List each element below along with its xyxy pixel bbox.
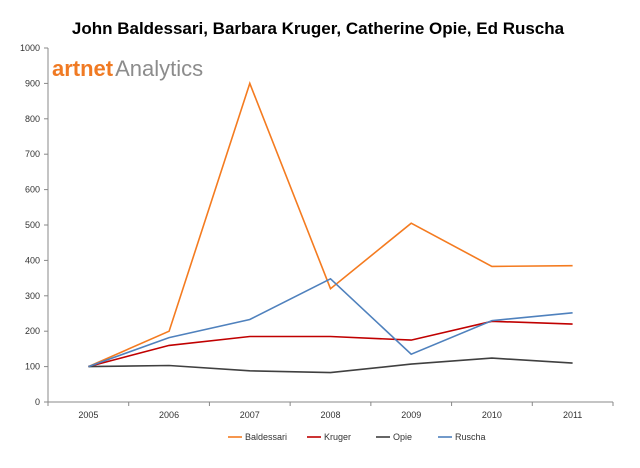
y-tick-label: 1000	[20, 43, 40, 53]
legend-label: Ruscha	[455, 432, 486, 442]
x-tick-label: 2008	[320, 410, 340, 420]
series-line-baldessari	[88, 81, 573, 368]
series-line-ruscha	[88, 277, 573, 368]
x-tick-label: 2011	[563, 410, 582, 420]
x-tick-label: 2006	[159, 410, 179, 420]
legend-label: Kruger	[324, 432, 351, 442]
y-tick-label: 0	[35, 397, 40, 407]
svg-text:artnetAnalytics: artnetAnalytics	[52, 56, 203, 81]
legend-label: Baldessari	[245, 432, 287, 442]
y-tick-label: 400	[25, 255, 40, 265]
legend: Baldessari Kruger Opie Ruscha	[228, 432, 486, 442]
x-tick-label: 2009	[401, 410, 421, 420]
logo-brand-text: artnet	[52, 56, 114, 81]
x-tick-label: 2010	[482, 410, 502, 420]
y-tick-label: 700	[25, 149, 40, 159]
y-tick-label: 200	[25, 326, 40, 336]
x-axis: 2005 2006 2007 2008 2009 2010 2011	[47, 401, 614, 420]
artnet-logo: artnetAnalytics	[52, 56, 203, 81]
y-axis: 0 100 200 300 400 500 600 700 800 900 1000	[20, 43, 49, 407]
series-layer	[88, 81, 573, 374]
y-tick-label: 800	[25, 114, 40, 124]
series-line-kruger	[88, 320, 573, 368]
chart-title: John Baldessari, Barbara Kruger, Catheri…	[72, 19, 565, 38]
y-tick-label: 500	[25, 220, 40, 230]
y-tick-label: 600	[25, 185, 40, 195]
logo-product-text: Analytics	[115, 56, 203, 81]
y-tick-label: 300	[25, 291, 40, 301]
series-line-opie	[88, 357, 573, 374]
x-tick-label: 2007	[240, 410, 260, 420]
x-tick-label: 2005	[78, 410, 98, 420]
y-tick-label: 100	[25, 362, 40, 372]
legend-label: Opie	[393, 432, 412, 442]
y-tick-label: 900	[25, 78, 40, 88]
